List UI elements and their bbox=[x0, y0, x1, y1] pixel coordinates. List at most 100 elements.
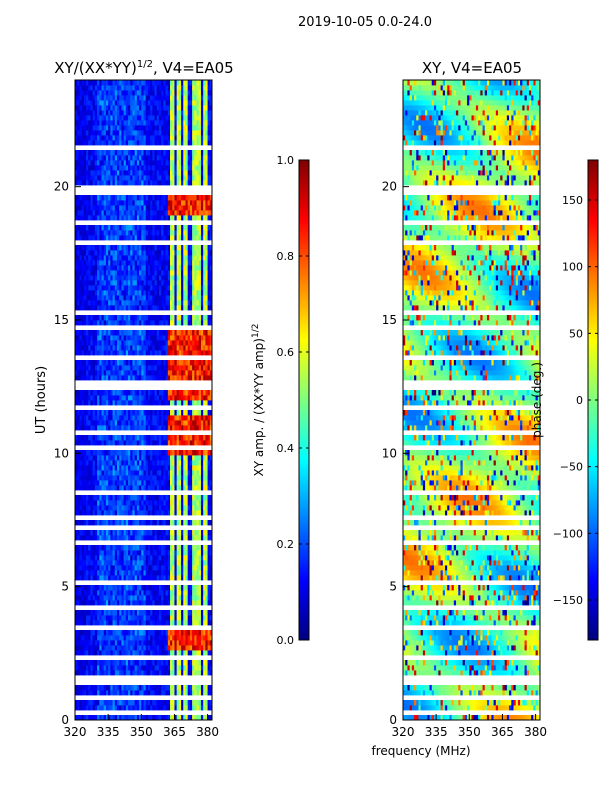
left-heatmap-cell bbox=[174, 520, 178, 526]
left-heatmap-cell bbox=[203, 520, 206, 526]
left-heatmap-cell bbox=[77, 370, 80, 376]
left-heatmap-cell bbox=[207, 275, 211, 281]
left-heatmap-cell bbox=[99, 645, 102, 651]
left-heatmap-cell bbox=[119, 475, 122, 481]
left-heatmap-cell bbox=[174, 500, 178, 506]
left-heatmap-cell bbox=[92, 335, 96, 341]
left-heatmap-cell bbox=[209, 250, 212, 256]
left-heatmap-cell bbox=[183, 460, 186, 466]
left-heatmap-cell bbox=[183, 615, 186, 621]
left-heatmap-cell bbox=[139, 510, 142, 516]
left-heatmap-cell bbox=[205, 455, 208, 461]
left-heatmap-cell bbox=[92, 360, 96, 366]
left-heatmap-cell bbox=[167, 565, 171, 571]
left-heatmap-cell bbox=[110, 465, 113, 471]
left-heatmap-cell bbox=[90, 375, 94, 381]
left-heatmap-cell bbox=[103, 250, 107, 256]
left-heatmap-cell bbox=[110, 550, 113, 556]
left-heatmap-cell bbox=[83, 500, 87, 506]
left-heatmap-cell bbox=[86, 595, 89, 601]
left-heatmap-cell bbox=[121, 485, 125, 491]
left-heatmap-cell bbox=[150, 340, 153, 346]
left-heatmap-cell bbox=[209, 575, 212, 581]
left-heatmap-cell bbox=[143, 550, 147, 556]
left-heatmap-cell bbox=[158, 595, 162, 601]
left-heatmap-cell bbox=[94, 595, 98, 601]
left-heatmap-cell bbox=[181, 330, 184, 336]
left-heatmap-cell bbox=[158, 505, 162, 511]
left-heatmap-cell bbox=[192, 305, 195, 311]
left-heatmap-cell bbox=[158, 665, 162, 671]
left-heatmap-cell bbox=[198, 685, 202, 691]
left-heatmap-cell bbox=[88, 365, 91, 371]
left-heatmap-cell bbox=[125, 590, 129, 596]
left-heatmap-cell bbox=[158, 715, 162, 720]
left-heatmap-cell bbox=[128, 715, 131, 720]
left-heatmap-cell bbox=[163, 435, 166, 441]
left-heatmap-cell bbox=[99, 305, 102, 311]
left-heatmap-cell bbox=[139, 250, 142, 256]
left-heatmap-cell bbox=[189, 660, 193, 666]
left-heatmap-cell bbox=[200, 375, 204, 381]
left-heatmap-cell bbox=[108, 705, 111, 711]
left-heatmap-cell bbox=[94, 375, 98, 381]
left-heatmap-cell bbox=[105, 620, 109, 626]
left-heatmap-cell bbox=[163, 685, 166, 691]
left-heatmap-cell bbox=[170, 550, 173, 556]
left-heatmap-cell bbox=[75, 275, 78, 281]
left-heatmap-cell bbox=[161, 395, 164, 401]
left-heatmap-cell bbox=[176, 500, 180, 506]
left-heatmap-cell bbox=[86, 560, 89, 566]
left-heatmap-cell bbox=[141, 715, 144, 720]
left-heatmap-cell bbox=[181, 495, 184, 501]
left-heatmap-cell bbox=[156, 560, 160, 566]
left-heatmap-cell bbox=[90, 345, 94, 351]
left-heatmap-cell bbox=[170, 650, 173, 656]
left-heatmap-cell bbox=[163, 635, 166, 641]
left-heatmap-cell bbox=[128, 275, 131, 281]
left-heatmap-cell bbox=[119, 585, 122, 591]
left-heatmap-cell bbox=[123, 635, 127, 641]
left-heatmap-cell bbox=[123, 245, 127, 251]
left-heatmap-cell bbox=[176, 420, 180, 426]
left-heatmap-cell bbox=[147, 665, 151, 671]
left-heatmap-cell bbox=[92, 645, 96, 651]
left-heatmap-cell bbox=[158, 455, 162, 461]
left-heatmap-cell bbox=[194, 620, 197, 626]
left-heatmap-cell bbox=[112, 570, 116, 576]
left-heatmap-cell bbox=[112, 465, 116, 471]
left-heatmap-cell bbox=[154, 485, 158, 491]
left-heatmap-cell bbox=[92, 410, 96, 416]
left-heatmap-cell bbox=[174, 425, 178, 431]
left-heatmap-cell bbox=[183, 255, 186, 261]
left-heatmap-cell bbox=[90, 245, 94, 251]
left-heatmap-cell bbox=[167, 425, 171, 431]
left-heatmap-cell bbox=[123, 290, 127, 296]
left-heatmap-cell bbox=[79, 395, 83, 401]
left-heatmap-cell bbox=[97, 300, 100, 306]
left-heatmap-cell bbox=[152, 555, 155, 561]
left-heatmap-cell bbox=[125, 585, 129, 591]
left-heatmap-cell bbox=[97, 365, 100, 371]
left-heatmap-cell bbox=[116, 500, 120, 506]
left-heatmap-cell bbox=[132, 450, 136, 456]
left-heatmap-cell bbox=[200, 225, 204, 231]
left-heatmap-cell bbox=[110, 575, 113, 581]
left-heatmap-cell bbox=[167, 450, 171, 456]
left-heatmap-cell bbox=[143, 360, 147, 366]
left-heatmap-cell bbox=[99, 500, 102, 506]
left-heatmap-cell bbox=[196, 475, 200, 481]
left-heatmap-cell bbox=[77, 265, 80, 271]
left-heatmap-cell bbox=[108, 425, 111, 431]
left-heatmap-cell bbox=[123, 280, 127, 286]
left-heatmap-cell bbox=[143, 500, 147, 506]
left-heatmap-cell bbox=[112, 410, 116, 416]
left-heatmap-cell bbox=[105, 465, 109, 471]
left-heatmap-cell bbox=[123, 410, 127, 416]
left-heatmap-cell bbox=[103, 245, 107, 251]
left-heatmap-cell bbox=[103, 620, 107, 626]
left-heatmap-cell bbox=[90, 395, 94, 401]
left-heatmap-cell bbox=[161, 575, 164, 581]
left-heatmap-cell bbox=[194, 335, 197, 341]
left-heatmap-cell bbox=[79, 290, 83, 296]
